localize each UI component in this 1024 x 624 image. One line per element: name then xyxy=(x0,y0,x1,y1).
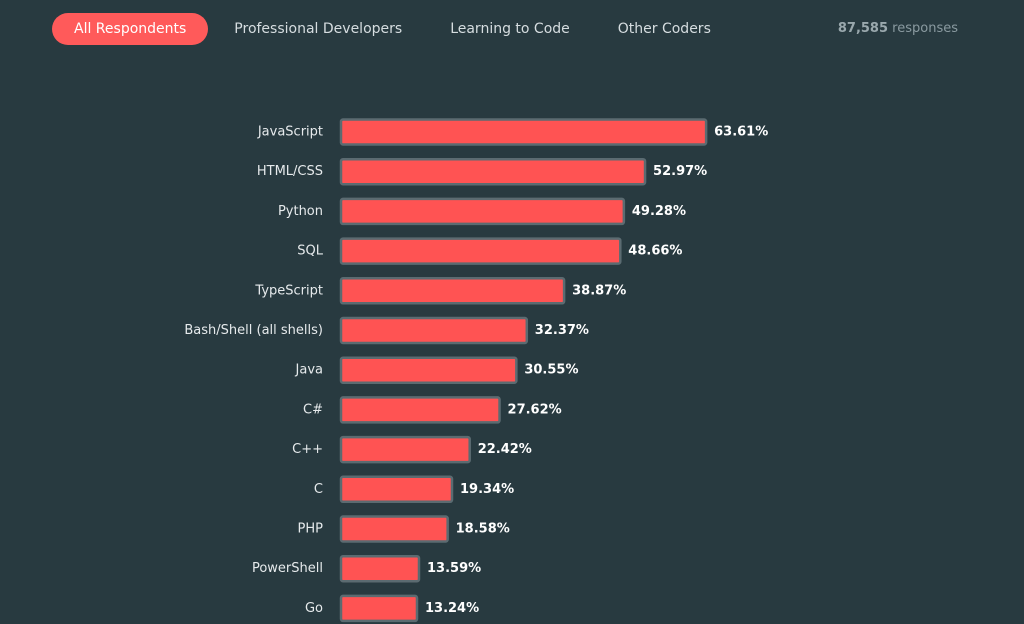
value-label: 13.24% xyxy=(425,601,479,616)
value-label: 30.55% xyxy=(524,363,578,378)
category-label: Go xyxy=(305,601,323,616)
value-label: 32.37% xyxy=(535,323,589,338)
value-label: 27.62% xyxy=(508,402,562,417)
value-label: 22.42% xyxy=(478,442,532,457)
value-label: 19.34% xyxy=(460,482,514,497)
category-label: JavaScript xyxy=(257,125,323,140)
bar xyxy=(339,277,566,305)
bar xyxy=(339,356,518,384)
bar xyxy=(339,554,421,583)
category-label: Java xyxy=(295,363,323,378)
category-label: HTML/CSS xyxy=(257,164,323,179)
tab[interactable]: Professional Developers xyxy=(234,21,403,37)
value-label: 49.28% xyxy=(632,204,686,219)
bar xyxy=(339,396,501,424)
bar xyxy=(339,316,529,345)
bar xyxy=(339,435,471,464)
bar xyxy=(339,197,626,226)
responses: 87,585 responses xyxy=(838,21,958,36)
category-label: C xyxy=(314,482,323,497)
value-label: 18.58% xyxy=(456,522,510,537)
category-label: Python xyxy=(278,204,323,219)
category-label: TypeScript xyxy=(254,283,323,298)
category-label: PHP xyxy=(298,522,324,537)
category-label: C++ xyxy=(292,442,323,457)
response-count: 87,585 xyxy=(837,21,889,36)
tab[interactable]: All Respondents xyxy=(52,13,209,45)
category-label: Bash/Shell (all shells) xyxy=(184,323,323,338)
value-label: 63.61% xyxy=(714,125,768,140)
tab[interactable]: Other Coders xyxy=(617,21,711,37)
value-label: 13.59% xyxy=(427,561,481,576)
value-label: 52.97% xyxy=(653,164,707,179)
category-label: SQL xyxy=(297,244,323,259)
bar xyxy=(339,237,622,265)
tab[interactable]: Learning to Code xyxy=(450,21,570,37)
value-label: 48.66% xyxy=(628,244,682,259)
response-label: responses xyxy=(892,21,958,36)
category-label: PowerShell xyxy=(252,561,323,576)
bar xyxy=(339,475,454,504)
bar xyxy=(339,118,708,146)
bar xyxy=(339,157,647,186)
category-label: C# xyxy=(303,402,323,417)
tab-bar: All Respondents Professional Developers Le… xyxy=(52,13,737,45)
bar xyxy=(339,594,419,623)
value-label: 38.87% xyxy=(572,283,626,298)
bar xyxy=(339,515,449,543)
